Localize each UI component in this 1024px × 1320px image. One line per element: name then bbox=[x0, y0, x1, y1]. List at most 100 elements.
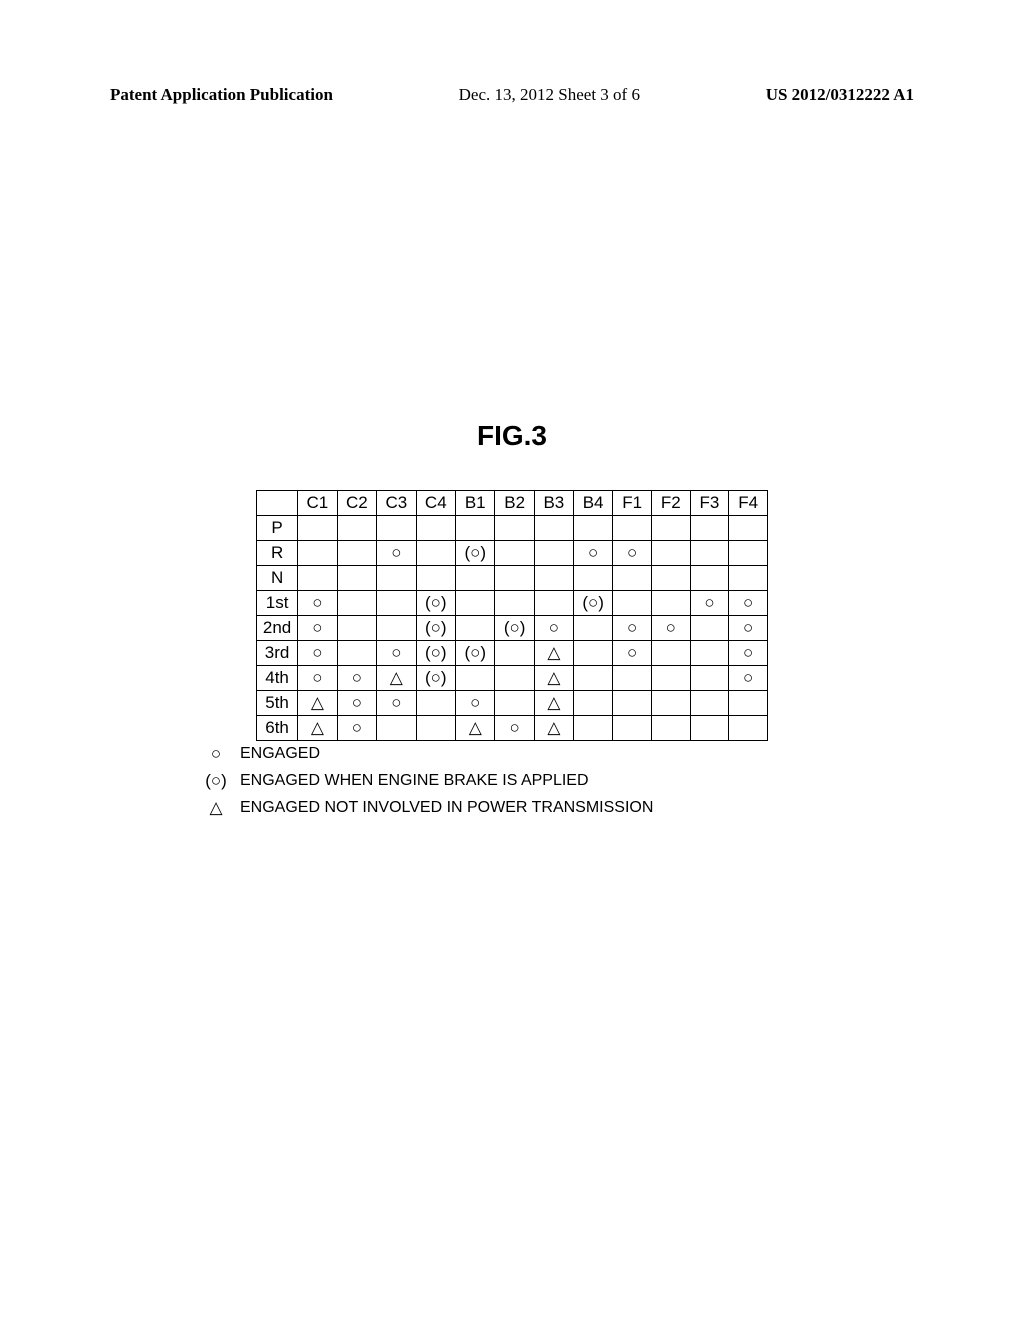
table-cell: (○) bbox=[495, 616, 534, 641]
cell-symbol: ○ bbox=[470, 693, 480, 712]
table-cell: ○ bbox=[298, 616, 337, 641]
column-header: C3 bbox=[377, 491, 416, 516]
table-cell bbox=[456, 591, 495, 616]
table-cell: (○) bbox=[416, 666, 455, 691]
cell-symbol: ○ bbox=[627, 643, 637, 662]
table-cell bbox=[613, 516, 652, 541]
table-cell: (○) bbox=[456, 641, 495, 666]
table-row: N bbox=[257, 566, 768, 591]
header-publication: Patent Application Publication bbox=[110, 85, 333, 105]
cell-symbol: ○ bbox=[352, 668, 362, 687]
column-header: F3 bbox=[690, 491, 729, 516]
table-cell bbox=[495, 591, 534, 616]
table-cell bbox=[416, 716, 455, 741]
table-cell bbox=[690, 566, 729, 591]
table-cell bbox=[534, 541, 573, 566]
row-label: R bbox=[257, 541, 298, 566]
table-corner-cell bbox=[257, 491, 298, 516]
table-cell bbox=[337, 591, 376, 616]
row-label: P bbox=[257, 516, 298, 541]
cell-symbol: ○ bbox=[312, 618, 322, 637]
table-cell bbox=[573, 716, 612, 741]
cell-symbol: ○ bbox=[312, 668, 322, 687]
table-cell bbox=[573, 516, 612, 541]
legend-label: ENGAGED bbox=[240, 741, 320, 767]
table-cell: ○ bbox=[495, 716, 534, 741]
table-cell: ○ bbox=[377, 541, 416, 566]
table-cell bbox=[651, 541, 690, 566]
cell-symbol: ○ bbox=[510, 718, 520, 737]
legend: ○ ENGAGED (○) ENGAGED WHEN ENGINE BRAKE … bbox=[200, 740, 653, 822]
column-header: B1 bbox=[456, 491, 495, 516]
table-row: 6th△○△○△ bbox=[257, 716, 768, 741]
table-cell bbox=[573, 691, 612, 716]
table-cell bbox=[416, 516, 455, 541]
cell-symbol: ○ bbox=[743, 593, 753, 612]
legend-label: ENGAGED NOT INVOLVED IN POWER TRANSMISSI… bbox=[240, 795, 653, 821]
table-cell: ○ bbox=[613, 616, 652, 641]
table-row: P bbox=[257, 516, 768, 541]
cell-symbol: △ bbox=[311, 718, 324, 737]
cell-symbol: △ bbox=[390, 668, 403, 687]
table-cell: △ bbox=[534, 691, 573, 716]
cell-symbol: ○ bbox=[588, 543, 598, 562]
table-cell bbox=[690, 666, 729, 691]
table-cell bbox=[651, 691, 690, 716]
table-row: 5th △ ○ ○ ○ △ bbox=[257, 691, 768, 716]
table-cell bbox=[495, 541, 534, 566]
table-cell: ○ bbox=[729, 666, 768, 691]
figure-title: FIG.3 bbox=[477, 420, 547, 452]
column-header: C2 bbox=[337, 491, 376, 516]
table-cell bbox=[534, 591, 573, 616]
cell-symbol: ○ bbox=[391, 643, 401, 662]
cell-symbol: ○ bbox=[352, 718, 362, 737]
circle-icon: ○ bbox=[200, 740, 232, 767]
row-label: 2nd bbox=[257, 616, 298, 641]
column-header: B2 bbox=[495, 491, 534, 516]
row-label: 5th bbox=[257, 691, 298, 716]
cell-symbol: (○) bbox=[425, 643, 447, 662]
column-header: F2 bbox=[651, 491, 690, 516]
table-cell: (○) bbox=[416, 591, 455, 616]
table-cell: ○ bbox=[377, 641, 416, 666]
table-cell bbox=[495, 566, 534, 591]
table-cell: ○ bbox=[298, 666, 337, 691]
cell-symbol: △ bbox=[311, 693, 324, 712]
table-cell bbox=[690, 691, 729, 716]
table-cell bbox=[456, 616, 495, 641]
table-cell bbox=[651, 641, 690, 666]
table-cell bbox=[298, 541, 337, 566]
table-cell bbox=[573, 666, 612, 691]
cell-symbol: ○ bbox=[352, 693, 362, 712]
table-cell: (○) bbox=[573, 591, 612, 616]
table-cell bbox=[416, 691, 455, 716]
table-cell bbox=[377, 516, 416, 541]
table-cell: ○ bbox=[298, 591, 337, 616]
table-cell: ○ bbox=[613, 641, 652, 666]
table-cell bbox=[651, 666, 690, 691]
cell-symbol: (○) bbox=[425, 593, 447, 612]
table-cell bbox=[651, 566, 690, 591]
cell-symbol: ○ bbox=[391, 543, 401, 562]
engagement-table: C1 C2 C3 C4 B1 B2 B3 B4 F1 F2 F3 F4 PR○(… bbox=[256, 490, 768, 741]
column-header: C4 bbox=[416, 491, 455, 516]
table-cell bbox=[337, 516, 376, 541]
table-cell: △ bbox=[377, 666, 416, 691]
cell-symbol: ○ bbox=[312, 593, 322, 612]
table-cell bbox=[729, 541, 768, 566]
table-cell bbox=[495, 641, 534, 666]
table-cell bbox=[495, 516, 534, 541]
cell-symbol: ○ bbox=[704, 593, 714, 612]
table-cell: △ bbox=[534, 716, 573, 741]
cell-symbol: (○) bbox=[425, 668, 447, 687]
row-label: N bbox=[257, 566, 298, 591]
legend-item-engaged: ○ ENGAGED bbox=[200, 740, 653, 767]
cell-symbol: △ bbox=[469, 718, 482, 737]
table-cell: ○ bbox=[729, 616, 768, 641]
table-cell bbox=[495, 691, 534, 716]
table-cell: ○ bbox=[690, 591, 729, 616]
column-header: C1 bbox=[298, 491, 337, 516]
table-cell bbox=[337, 566, 376, 591]
table-row: 3rd○○(○)(○)△○○ bbox=[257, 641, 768, 666]
cell-symbol: ○ bbox=[391, 693, 401, 712]
